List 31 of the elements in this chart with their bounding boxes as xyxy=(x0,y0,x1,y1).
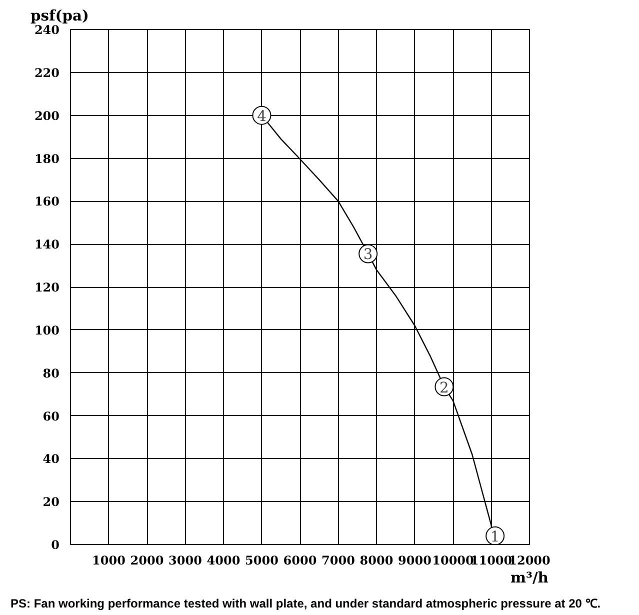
y-tick-label: 180 xyxy=(34,152,60,166)
y-tick-label: 200 xyxy=(34,108,60,123)
x-tick-label: 3000 xyxy=(168,554,202,568)
x-tick-label: 2000 xyxy=(130,554,164,568)
x-tick-label: 8000 xyxy=(360,554,394,568)
y-tick-label: 40 xyxy=(42,452,60,466)
y-tick-label: 0 xyxy=(51,538,60,552)
text: PS: Fan working performance tested with wall plate, and under standard atmospheric pressure at 20 ℃. xyxy=(10,596,601,610)
x-tick-label: 6000 xyxy=(283,554,317,568)
x-tick-label: 9000 xyxy=(398,554,432,568)
y-tick-label: 20 xyxy=(42,495,60,510)
y-tick-label: 240 xyxy=(34,23,60,37)
annotation: 2 xyxy=(440,379,449,396)
x-tick-label: 1000 xyxy=(92,554,126,568)
y-tick-label: 220 xyxy=(34,66,60,80)
y-axis-title: psf(pa) xyxy=(30,8,89,24)
y-tick-label: 160 xyxy=(34,194,60,209)
annotation: 3 xyxy=(363,246,373,264)
x-tick-label: 5000 xyxy=(245,554,278,568)
x-tick-label: 10000 xyxy=(432,554,474,568)
x-tick-label: 12000 xyxy=(508,554,550,568)
x-tick-label: 4000 xyxy=(206,554,240,568)
x-axis-title: m³/h xyxy=(510,570,549,586)
y-tick-label: 80 xyxy=(42,366,60,380)
x-tick-label: 7000 xyxy=(322,554,355,568)
y-tick-label: 60 xyxy=(42,409,60,424)
annotation: 1 xyxy=(490,528,500,546)
y-tick-label: 140 xyxy=(34,238,60,252)
annotation: 4 xyxy=(257,108,266,125)
y-tick-label: 120 xyxy=(34,280,60,294)
y-tick-label: 100 xyxy=(34,323,60,338)
